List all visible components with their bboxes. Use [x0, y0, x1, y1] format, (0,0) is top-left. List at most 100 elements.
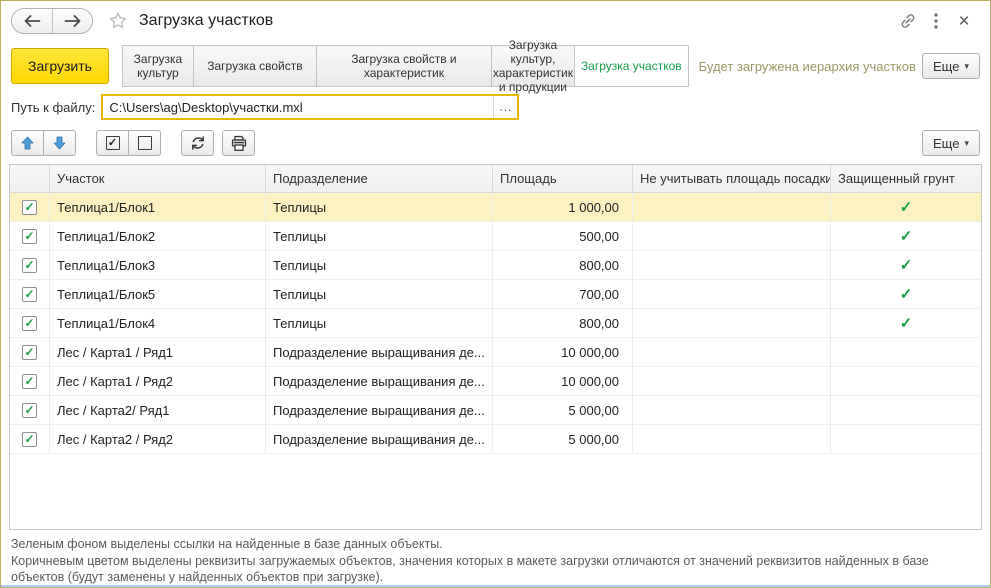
- cell-protected-ground[interactable]: ✓: [831, 251, 981, 279]
- close-button[interactable]: ×: [950, 7, 978, 35]
- cell-protected-ground[interactable]: ✓: [831, 338, 981, 366]
- get-link-icon[interactable]: [894, 7, 922, 35]
- browse-button[interactable]: ...: [493, 96, 518, 118]
- cell-area[interactable]: 500,00: [493, 222, 633, 250]
- cell-department[interactable]: Теплицы: [266, 309, 493, 337]
- row-checkbox[interactable]: ✓: [22, 199, 37, 215]
- header-area[interactable]: Площадь: [493, 165, 633, 192]
- form-more-button[interactable]: Еще ▾: [922, 53, 980, 79]
- cell-department[interactable]: Теплицы: [266, 251, 493, 279]
- row-checkbox[interactable]: ✓: [22, 344, 37, 360]
- cell-department[interactable]: Теплицы: [266, 222, 493, 250]
- row-checkbox[interactable]: ✓: [22, 315, 37, 331]
- cell-department[interactable]: Подразделение выращивания де...: [266, 367, 493, 395]
- cell-plot[interactable]: Лес / Карта1 / Ряд2: [50, 367, 266, 395]
- forward-button[interactable]: [52, 9, 92, 33]
- cell-area[interactable]: 10 000,00: [493, 367, 633, 395]
- row-checkbox-cell[interactable]: ✓: [10, 251, 50, 279]
- cell-plot[interactable]: Теплица1/Блок1: [50, 193, 266, 221]
- row-checkbox[interactable]: ✓: [22, 373, 37, 389]
- cell-plot[interactable]: Теплица1/Блок5: [50, 280, 266, 308]
- tab-item[interactable]: Загрузка участков: [573, 45, 689, 87]
- cell-department[interactable]: Теплицы: [266, 193, 493, 221]
- favorite-star-icon[interactable]: [107, 10, 129, 32]
- row-checkbox[interactable]: ✓: [22, 228, 37, 244]
- row-checkbox-cell[interactable]: ✓: [10, 309, 50, 337]
- cell-department[interactable]: Подразделение выращивания де...: [266, 396, 493, 424]
- table-row[interactable]: ✓ Теплица1/Блок1 Теплицы 1 000,00 ✓: [10, 193, 981, 222]
- check-all-button[interactable]: ✓: [96, 130, 129, 156]
- cell-no-planting-area[interactable]: [633, 425, 831, 453]
- table-row[interactable]: ✓ Теплица1/Блок5 Теплицы 700,00 ✓: [10, 280, 981, 309]
- table-row[interactable]: ✓ Лес / Карта1 / Ряд1 Подразделение выра…: [10, 338, 981, 367]
- row-checkbox[interactable]: ✓: [22, 257, 37, 273]
- cell-no-planting-area[interactable]: [633, 222, 831, 250]
- uncheck-all-button[interactable]: [128, 130, 161, 156]
- row-checkbox-cell[interactable]: ✓: [10, 222, 50, 250]
- tab-item[interactable]: Загрузка свойств и характеристик: [315, 45, 492, 87]
- cell-department[interactable]: Подразделение выращивания де...: [266, 338, 493, 366]
- cell-plot[interactable]: Теплица1/Блок4: [50, 309, 266, 337]
- back-button[interactable]: [12, 9, 52, 33]
- cell-plot[interactable]: Теплица1/Блок3: [50, 251, 266, 279]
- row-checkbox-cell[interactable]: ✓: [10, 367, 50, 395]
- cell-no-planting-area[interactable]: [633, 367, 831, 395]
- cell-no-planting-area[interactable]: [633, 309, 831, 337]
- move-up-button[interactable]: [11, 130, 44, 156]
- cell-area[interactable]: 1 000,00: [493, 193, 633, 221]
- cell-no-planting-area[interactable]: [633, 280, 831, 308]
- move-down-button[interactable]: [43, 130, 76, 156]
- cell-protected-ground[interactable]: ✓: [831, 396, 981, 424]
- cell-no-planting-area[interactable]: [633, 251, 831, 279]
- row-checkbox[interactable]: ✓: [22, 286, 37, 302]
- cell-protected-ground[interactable]: ✓: [831, 193, 981, 221]
- file-path-input[interactable]: [103, 96, 494, 118]
- print-button[interactable]: [222, 130, 255, 156]
- refresh-button[interactable]: [181, 130, 214, 156]
- tab-item[interactable]: Загрузка свойств: [192, 45, 317, 87]
- cell-protected-ground[interactable]: ✓: [831, 309, 981, 337]
- cell-protected-ground[interactable]: ✓: [831, 222, 981, 250]
- cell-protected-ground[interactable]: ✓: [831, 367, 981, 395]
- cell-department[interactable]: Теплицы: [266, 280, 493, 308]
- cell-plot[interactable]: Лес / Карта2 / Ряд2: [50, 425, 266, 453]
- header-checkbox-column[interactable]: [10, 165, 50, 192]
- row-checkbox-cell[interactable]: ✓: [10, 280, 50, 308]
- row-checkbox[interactable]: ✓: [22, 431, 37, 447]
- load-button[interactable]: Загрузить: [11, 48, 109, 84]
- table-row[interactable]: ✓ Лес / Карта2 / Ряд2 Подразделение выра…: [10, 425, 981, 454]
- table-more-button[interactable]: Еще ▾: [922, 130, 980, 156]
- more-menu-icon[interactable]: [922, 7, 950, 35]
- cell-no-planting-area[interactable]: [633, 338, 831, 366]
- header-department[interactable]: Подразделение: [266, 165, 493, 192]
- tab-item[interactable]: Загрузка культур: [121, 45, 194, 87]
- cell-area[interactable]: 5 000,00: [493, 425, 633, 453]
- row-checkbox-cell[interactable]: ✓: [10, 193, 50, 221]
- row-checkbox-cell[interactable]: ✓: [10, 396, 50, 424]
- cell-no-planting-area[interactable]: [633, 193, 831, 221]
- row-checkbox-cell[interactable]: ✓: [10, 338, 50, 366]
- header-no-planting-area[interactable]: Не учитывать площадь посадки: [633, 165, 831, 192]
- cell-area[interactable]: 800,00: [493, 309, 633, 337]
- row-checkbox[interactable]: ✓: [22, 402, 37, 418]
- cell-area[interactable]: 5 000,00: [493, 396, 633, 424]
- cell-area[interactable]: 10 000,00: [493, 338, 633, 366]
- header-protected-ground[interactable]: Защищенный грунт: [838, 171, 955, 186]
- row-checkbox-cell[interactable]: ✓: [10, 425, 50, 453]
- cell-no-planting-area[interactable]: [633, 396, 831, 424]
- table-row[interactable]: ✓ Лес / Карта1 / Ряд2 Подразделение выра…: [10, 367, 981, 396]
- tab-item[interactable]: Загрузка культур, характеристик и продук…: [490, 38, 575, 94]
- table-row[interactable]: ✓ Теплица1/Блок2 Теплицы 500,00 ✓: [10, 222, 981, 251]
- cell-protected-ground[interactable]: ✓: [831, 425, 981, 453]
- cell-protected-ground[interactable]: ✓: [831, 280, 981, 308]
- table-row[interactable]: ✓ Лес / Карта2/ Ряд1 Подразделение выращ…: [10, 396, 981, 425]
- cell-plot[interactable]: Лес / Карта2/ Ряд1: [50, 396, 266, 424]
- cell-plot[interactable]: Теплица1/Блок2: [50, 222, 266, 250]
- header-plot[interactable]: Участок: [50, 165, 266, 192]
- cell-area[interactable]: 700,00: [493, 280, 633, 308]
- table-row[interactable]: ✓ Теплица1/Блок3 Теплицы 800,00 ✓: [10, 251, 981, 280]
- cell-plot[interactable]: Лес / Карта1 / Ряд1: [50, 338, 266, 366]
- cell-department[interactable]: Подразделение выращивания де...: [266, 425, 493, 453]
- cell-area[interactable]: 800,00: [493, 251, 633, 279]
- table-row[interactable]: ✓ Теплица1/Блок4 Теплицы 800,00 ✓: [10, 309, 981, 338]
